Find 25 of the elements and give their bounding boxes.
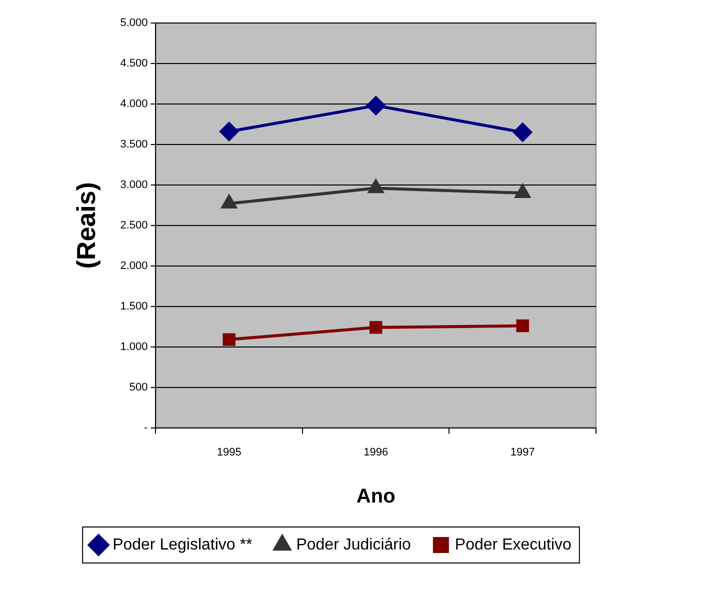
y-tick-label: 2.000 [120,260,148,272]
y-tick-label: 4.000 [120,98,148,110]
x-tick-label: 1996 [364,446,388,458]
y-tick-label: 3.000 [120,178,148,191]
x-tick-label: 1995 [216,446,242,458]
point [516,319,529,332]
y-tick-label: 4.500 [120,58,148,70]
x-tick-label: 1997 [510,446,535,458]
y-tick-label: 1.000 [120,340,148,353]
legend-label: Poder Legislativo ** [112,536,252,554]
y-tick-label: 3.500 [120,138,148,150]
y-tick-label: 2.500 [120,219,148,232]
y-tick-label: 500 [129,381,148,394]
point [370,321,382,334]
x-axis-title: Ano [356,486,396,508]
legend-label: Poder Executivo [454,536,572,554]
point [219,121,240,142]
legend-label: Poder Judiciário [296,536,412,554]
y-axis-title: (Reais) [70,182,101,269]
y-tick-label: - [144,422,148,434]
point [512,122,533,142]
y-tick-label: 1.500 [120,300,148,312]
point [366,96,386,116]
point [222,333,236,346]
y-tick-label: 5.000 [120,17,148,30]
